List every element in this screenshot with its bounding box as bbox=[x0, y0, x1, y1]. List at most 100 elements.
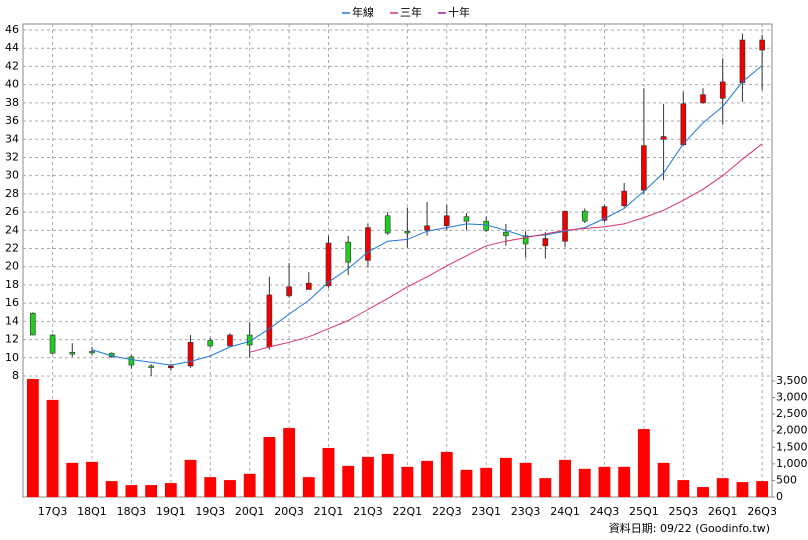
candle-body bbox=[128, 356, 135, 366]
candle-body bbox=[49, 334, 56, 354]
y-tick-label: 26 bbox=[5, 205, 19, 218]
candle-body bbox=[384, 215, 391, 234]
candle-body bbox=[207, 340, 214, 347]
volume-bar bbox=[105, 481, 118, 497]
volume-bar bbox=[697, 487, 709, 497]
volume-bar bbox=[637, 429, 650, 497]
y2-tick-label: 3,000 bbox=[776, 391, 808, 404]
candle-body bbox=[424, 225, 430, 231]
x-tick-label: 19Q3 bbox=[195, 505, 225, 518]
candle-body bbox=[306, 282, 312, 290]
volume-bar bbox=[677, 480, 690, 497]
x-tick-label: 20Q3 bbox=[274, 505, 304, 518]
volume-bar bbox=[342, 465, 355, 497]
y-tick-label: 42 bbox=[5, 59, 19, 72]
candle-body bbox=[562, 210, 568, 242]
y-tick-label: 16 bbox=[5, 296, 19, 309]
y-tick-label: 30 bbox=[5, 169, 19, 182]
volume-bar bbox=[421, 460, 433, 497]
volume-bar bbox=[460, 469, 473, 497]
volume-bar bbox=[618, 466, 631, 497]
candle-body bbox=[660, 136, 667, 140]
candle-body bbox=[601, 206, 608, 221]
y-tick-label: 12 bbox=[5, 333, 19, 346]
volume-bar bbox=[322, 447, 335, 497]
candle-body bbox=[30, 312, 36, 336]
y2-tick-label: 500 bbox=[776, 473, 797, 486]
candle-body bbox=[148, 365, 154, 368]
volume-bar bbox=[26, 379, 39, 497]
volume-bar bbox=[756, 481, 769, 497]
y2-tick-label: 3,500 bbox=[776, 374, 808, 387]
y-tick-label: 28 bbox=[5, 187, 19, 200]
volume-bar bbox=[243, 473, 256, 497]
candle-body bbox=[739, 39, 746, 84]
x-tick-label: 17Q3 bbox=[38, 505, 68, 518]
candle-body bbox=[325, 242, 332, 287]
y-tick-label: 24 bbox=[5, 223, 19, 236]
candle-body bbox=[69, 352, 76, 355]
legend-label: 十年 bbox=[448, 5, 470, 19]
plot-frame bbox=[22, 23, 773, 498]
candle-body bbox=[365, 227, 371, 261]
legend-label: 年線 bbox=[352, 5, 374, 19]
candle-body bbox=[621, 190, 627, 207]
candle-body bbox=[404, 230, 411, 234]
candle-body bbox=[719, 81, 726, 99]
volume-bar bbox=[736, 482, 749, 497]
x-tick-label: 22Q3 bbox=[432, 505, 462, 518]
y-tick-label: 10 bbox=[5, 351, 19, 364]
volume-bar bbox=[499, 457, 512, 497]
candle-body bbox=[641, 145, 647, 191]
y2-tick-label: 0 bbox=[776, 490, 783, 503]
candle-body bbox=[700, 94, 706, 104]
volume-bar bbox=[578, 468, 591, 497]
volume-bar bbox=[598, 466, 611, 497]
x-tick-label: 24Q1 bbox=[550, 505, 580, 518]
candle-body bbox=[89, 351, 95, 354]
volume-bar bbox=[164, 483, 177, 497]
x-tick-label: 18Q1 bbox=[77, 505, 107, 518]
ma-line bbox=[249, 143, 763, 353]
volume-bar bbox=[46, 399, 59, 497]
candle-body bbox=[759, 39, 765, 51]
candle-body bbox=[443, 215, 450, 227]
y-tick-label: 46 bbox=[5, 23, 19, 36]
volume-bar bbox=[204, 477, 217, 497]
candle-body bbox=[187, 342, 194, 367]
volume-bar bbox=[302, 477, 315, 497]
x-tick-label: 20Q1 bbox=[235, 505, 265, 518]
x-tick-label: 22Q1 bbox=[393, 505, 423, 518]
volume-bar bbox=[86, 461, 98, 497]
x-tick-label: 25Q3 bbox=[668, 505, 698, 518]
y-tick-label: 44 bbox=[5, 41, 19, 54]
candle-body bbox=[266, 294, 273, 348]
y-tick-label: 22 bbox=[5, 242, 19, 255]
x-tick-label: 23Q1 bbox=[471, 505, 501, 518]
candle-body bbox=[542, 238, 549, 247]
volume-bar bbox=[125, 485, 138, 497]
y-tick-label: 20 bbox=[5, 260, 19, 273]
ma-line bbox=[91, 65, 763, 366]
candle-body bbox=[345, 241, 352, 263]
y-tick-label: 40 bbox=[5, 78, 19, 91]
x-tick-label: 18Q3 bbox=[117, 505, 147, 518]
x-tick-label: 21Q1 bbox=[314, 505, 344, 518]
footnote: 資料日期: 09/22 (Goodinfo.tw) bbox=[609, 521, 770, 535]
candle-body bbox=[680, 103, 687, 146]
x-tick-label: 23Q3 bbox=[511, 505, 541, 518]
legend-label: 三年 bbox=[400, 5, 422, 19]
volume-bar bbox=[539, 478, 552, 497]
x-tick-label: 24Q3 bbox=[590, 505, 620, 518]
x-tick-label: 25Q1 bbox=[629, 505, 659, 518]
y-tick-label: 38 bbox=[5, 96, 19, 109]
volume-bar bbox=[145, 485, 158, 497]
y2-tick-label: 1,500 bbox=[776, 440, 808, 453]
x-tick-label: 26Q3 bbox=[747, 505, 777, 518]
volume-bar bbox=[283, 428, 296, 497]
volume-bar bbox=[480, 467, 493, 497]
y-tick-label: 14 bbox=[5, 314, 19, 327]
volume-bar bbox=[716, 478, 729, 497]
y-tick-label: 8 bbox=[12, 369, 19, 382]
